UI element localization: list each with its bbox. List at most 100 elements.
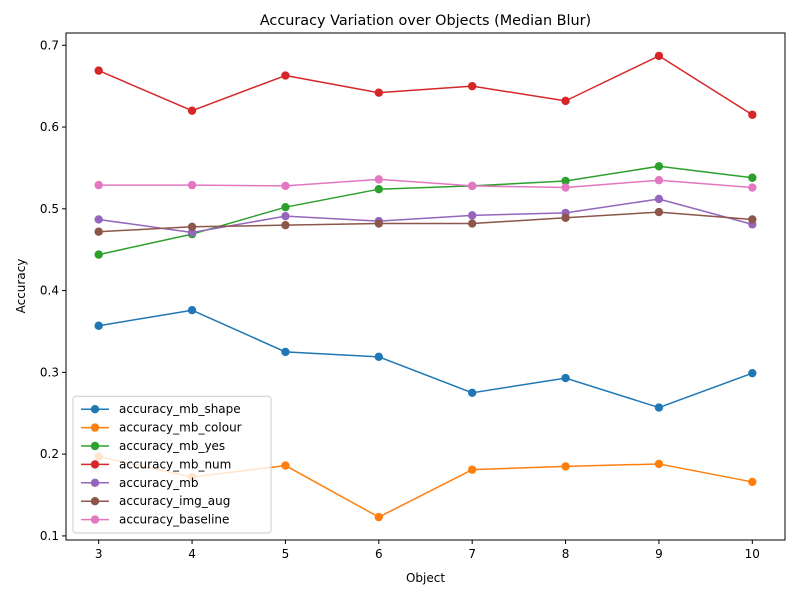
data-point	[748, 215, 757, 224]
data-point	[561, 183, 570, 192]
legend-item: accuracy_baseline	[81, 513, 229, 527]
data-point	[748, 368, 757, 378]
legend-label: accuracy_mb_num	[119, 457, 231, 471]
data-point	[281, 461, 290, 470]
legend-marker	[90, 405, 100, 414]
legend-item: accuracy_mb_shape	[81, 402, 241, 416]
legend-label: accuracy_baseline	[119, 513, 229, 527]
data-point	[281, 347, 290, 357]
legend-marker	[90, 497, 100, 506]
legend-marker	[90, 441, 100, 451]
series-line	[98, 309, 753, 409]
axis-ticks: 3 4 5 6 7 8 9 10 0.1 0.2 0.3 0.4 0.5 0.6 0.7	[40, 38, 760, 561]
legend-marker	[90, 460, 100, 469]
x-tick-label: 5	[282, 547, 290, 561]
data-point	[94, 215, 103, 224]
legend-label: accuracy_mb	[119, 476, 198, 490]
data-point	[187, 180, 197, 190]
y-tick-label: 0.1	[40, 529, 59, 543]
legend-item: accuracy_mb_num	[81, 457, 231, 471]
data-point	[467, 211, 477, 220]
data-point	[654, 207, 664, 217]
data-point	[561, 462, 570, 471]
x-tick-label: 9	[655, 547, 663, 561]
data-point	[94, 321, 103, 330]
data-point	[374, 175, 384, 184]
data-point	[281, 211, 290, 221]
data-point	[561, 176, 570, 186]
y-tick-label: 0.5	[40, 202, 59, 216]
series-accuracy_mb_shape	[94, 306, 757, 412]
data-point	[654, 194, 664, 204]
series-accuracy_mb_num	[94, 51, 757, 119]
data-point	[561, 96, 570, 106]
plot-frame	[65, 32, 786, 541]
legend-item: accuracy_img_aug	[81, 494, 230, 508]
legend-label: accuracy_mb_colour	[119, 421, 242, 435]
legend-item: accuracy_mb_yes	[81, 439, 225, 453]
y-tick-label: 0.7	[40, 38, 59, 52]
data-point	[374, 352, 384, 362]
series-accuracy_baseline	[94, 175, 757, 192]
data-point	[94, 180, 103, 190]
legend-marker	[90, 478, 100, 487]
y-axis-label: Accuracy	[14, 259, 28, 314]
y-tick-label: 0.4	[40, 284, 59, 298]
y-tick-label: 0.3	[40, 365, 59, 379]
data-point	[374, 184, 384, 194]
data-point	[467, 388, 477, 398]
x-tick-label: 4	[188, 547, 196, 561]
data-point	[561, 373, 570, 383]
x-axis-label: Object	[406, 571, 445, 585]
x-tick-label: 8	[562, 547, 570, 561]
y-tick-label: 0.6	[40, 120, 59, 134]
data-point	[654, 51, 664, 61]
data-point	[94, 250, 103, 259]
data-point	[374, 219, 384, 228]
data-point	[187, 222, 197, 232]
data-point	[467, 81, 477, 91]
x-tick-label: 6	[375, 547, 383, 561]
legend-item: accuracy_mb_colour	[81, 421, 242, 435]
data-point	[748, 183, 757, 192]
legend-label: accuracy_img_aug	[119, 494, 230, 508]
legend-item: accuracy_mb	[81, 476, 198, 490]
series-line	[98, 211, 753, 233]
series-accuracy_img_aug	[94, 207, 757, 236]
chart-title: Accuracy Variation over Objects (Median …	[260, 13, 591, 29]
data-point	[281, 220, 290, 230]
data-point	[654, 459, 664, 469]
legend-marker	[90, 515, 100, 524]
data-point	[748, 477, 757, 487]
x-tick-label: 10	[745, 547, 760, 561]
data-point	[281, 71, 290, 80]
x-tick-label: 7	[468, 547, 476, 561]
legend-label: accuracy_mb_yes	[119, 439, 225, 453]
data-point	[187, 306, 197, 315]
y-tick-label: 0.2	[40, 447, 59, 461]
data-point	[281, 181, 290, 191]
data-point	[561, 213, 570, 223]
data-point	[654, 403, 664, 412]
data-point	[654, 162, 664, 171]
data-point	[94, 66, 103, 75]
series-accuracy_mb	[94, 194, 757, 237]
x-tick-label: 3	[95, 547, 103, 561]
data-point	[374, 88, 384, 97]
legend: accuracy_mb_shape accuracy_mb_colouraccur…	[72, 395, 272, 534]
data-point	[748, 173, 757, 182]
series-line	[98, 178, 753, 189]
data-point	[467, 465, 477, 474]
data-point	[467, 219, 477, 228]
data-point	[467, 181, 477, 191]
data-point	[374, 512, 384, 522]
data-point	[94, 227, 103, 236]
data-point	[748, 110, 757, 119]
data-point	[281, 202, 290, 212]
legend-label: accuracy_mb_shape	[119, 402, 241, 416]
series-line	[98, 55, 753, 116]
data-point	[187, 106, 197, 115]
data-point	[654, 175, 664, 185]
series-line	[98, 198, 753, 234]
legend-box	[72, 395, 272, 534]
